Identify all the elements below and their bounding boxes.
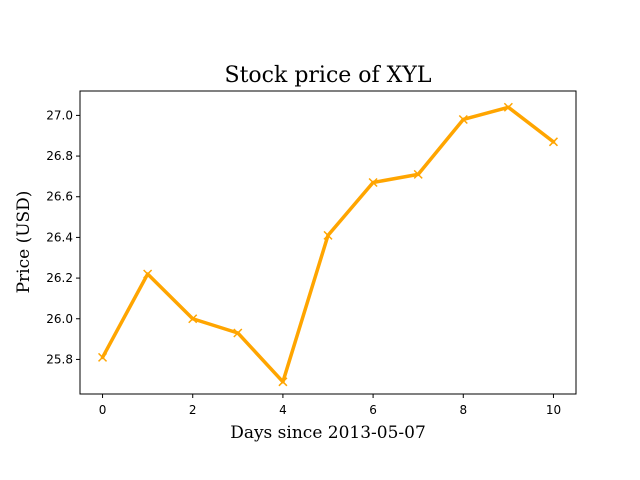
y-tick-label: 27.0 (46, 108, 73, 122)
x-tick-label: 10 (546, 403, 561, 417)
x-tick-label: 4 (279, 403, 287, 417)
series-group (98, 102, 558, 387)
y-axis: 25.8 26.0 26.2 26.4 26.6 26.8 27.0 (46, 108, 80, 366)
x-tick-label: 8 (459, 403, 467, 417)
data-point-marker (413, 169, 423, 179)
data-point-marker (233, 328, 243, 338)
y-tick-label: 26.0 (46, 312, 73, 326)
series-line (100, 105, 556, 384)
y-tick-label: 25.8 (46, 352, 73, 366)
y-tick-label: 26.8 (46, 149, 73, 163)
data-point-marker (98, 352, 108, 362)
data-point-marker (548, 137, 558, 147)
x-tick-label: 6 (369, 403, 377, 417)
x-tick-label: 2 (189, 403, 197, 417)
plot-frame (79, 90, 577, 395)
y-axis-label: Price (USD) (14, 191, 34, 294)
chart-title: Stock price of XYL (225, 63, 432, 88)
data-point-marker (503, 102, 513, 112)
y-tick-label: 26.6 (46, 190, 73, 204)
x-tick-label: 0 (99, 403, 107, 417)
data-point-marker (188, 314, 198, 324)
data-point-marker (323, 230, 333, 240)
data-point-marker (368, 177, 378, 188)
data-point-marker (278, 377, 288, 387)
data-point-marker (458, 114, 468, 125)
x-axis-label: Days since 2013-05-07 (230, 423, 426, 443)
y-tick-label: 26.2 (46, 271, 73, 285)
data-point-marker (143, 269, 153, 279)
y-tick-label: 26.4 (46, 230, 73, 244)
x-axis: 0 2 4 6 8 10 (99, 394, 561, 417)
